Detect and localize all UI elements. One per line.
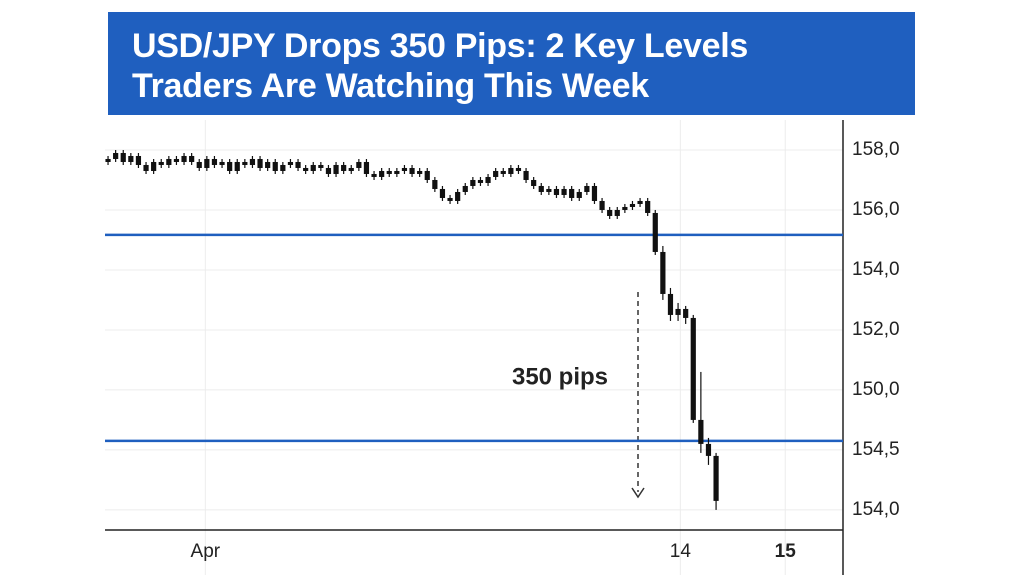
chart-title: USD/JPY Drops 350 Pips: 2 Key Levels Tra…	[132, 27, 748, 105]
candle-body	[599, 200, 605, 210]
candle-body	[249, 158, 256, 165]
candle-body	[508, 167, 514, 174]
candle-body	[181, 155, 187, 162]
candle-body	[173, 158, 180, 162]
candle-body	[690, 317, 696, 420]
candle-body	[607, 209, 613, 216]
candle-body	[219, 161, 225, 165]
candle-body	[614, 209, 620, 216]
candle-body	[462, 185, 468, 192]
candle-body	[538, 185, 544, 192]
candle-body	[485, 176, 491, 183]
candle-body	[234, 161, 240, 171]
annotation-arrowhead	[631, 487, 645, 499]
x-tick-label: 15	[775, 541, 797, 562]
candle-body	[470, 179, 476, 186]
candle-body	[348, 167, 354, 171]
candle-body	[341, 164, 347, 171]
x-tick-label: Apr	[191, 541, 221, 562]
candle-body	[272, 161, 278, 171]
candle-body	[325, 167, 332, 174]
candle-body	[675, 308, 681, 315]
candle-body	[667, 293, 674, 315]
candle-body	[356, 161, 362, 168]
candle-body	[280, 164, 286, 171]
candle-body	[660, 251, 666, 294]
candle-body	[371, 173, 377, 177]
y-tick-label: 158,0	[852, 139, 900, 160]
y-tick-label: 154,5	[852, 439, 900, 460]
candle-body	[569, 188, 575, 198]
candle-body	[515, 167, 522, 171]
y-tick-label: 150,0	[852, 379, 900, 400]
x-tick-label: 14	[670, 541, 692, 562]
candle-body	[287, 161, 294, 165]
candle-body	[333, 164, 339, 174]
candle-body	[561, 188, 567, 195]
candle-body	[379, 170, 385, 177]
y-tick-label: 154,0	[852, 499, 900, 520]
candle-body	[105, 158, 111, 162]
candle-body	[439, 188, 446, 198]
candle-body	[629, 203, 636, 207]
candle-body	[158, 161, 164, 165]
candle-body	[417, 170, 423, 174]
candle-body	[455, 191, 461, 201]
candle-body	[189, 155, 195, 162]
candle-body	[546, 188, 552, 192]
candle-body	[318, 164, 324, 168]
candle-body	[645, 200, 651, 213]
title-banner: USD/JPY Drops 350 Pips: 2 Key Levels Tra…	[108, 12, 915, 115]
candle-body	[242, 161, 248, 165]
candle-body	[477, 179, 484, 183]
candle-body	[120, 152, 126, 162]
candle-body	[591, 185, 598, 201]
y-tick-label: 156,0	[852, 199, 900, 220]
candle-body	[493, 170, 499, 177]
candle-body	[310, 164, 316, 171]
candle-body	[204, 158, 210, 168]
candle-body	[424, 170, 430, 180]
candle-body	[576, 191, 582, 198]
candle-body	[303, 167, 309, 171]
candle-body	[295, 161, 301, 168]
candle-body	[652, 212, 658, 252]
candle-body	[363, 161, 370, 174]
candle-body	[257, 158, 263, 168]
candle-body	[401, 167, 408, 171]
candle-body	[698, 419, 704, 444]
candle-body	[128, 155, 134, 162]
y-tick-label: 154,0	[852, 259, 900, 280]
candle-body	[432, 179, 438, 189]
candle-body	[166, 158, 172, 165]
candle-body	[705, 443, 712, 456]
candle-body	[135, 155, 142, 165]
candle-body	[113, 152, 119, 159]
candle-body	[151, 161, 157, 171]
candle-body	[227, 161, 233, 171]
candle-body	[394, 170, 400, 174]
candle-body	[622, 206, 628, 210]
candle-body	[637, 200, 643, 204]
annotation: 350 pips	[512, 363, 608, 390]
candle-body	[713, 455, 719, 501]
candle-body	[584, 185, 590, 192]
candle-body	[447, 197, 453, 201]
candle-body	[683, 308, 689, 318]
candle-body	[211, 158, 218, 165]
candle-body	[143, 164, 149, 171]
candle-body	[386, 170, 392, 174]
candle-body	[500, 170, 506, 174]
candle-body	[523, 170, 529, 180]
candle-body	[553, 188, 560, 195]
candle-body	[409, 167, 415, 174]
candle-body	[265, 161, 271, 168]
candle-body	[196, 161, 202, 168]
candle-body	[531, 179, 537, 186]
y-tick-label: 152,0	[852, 319, 900, 340]
